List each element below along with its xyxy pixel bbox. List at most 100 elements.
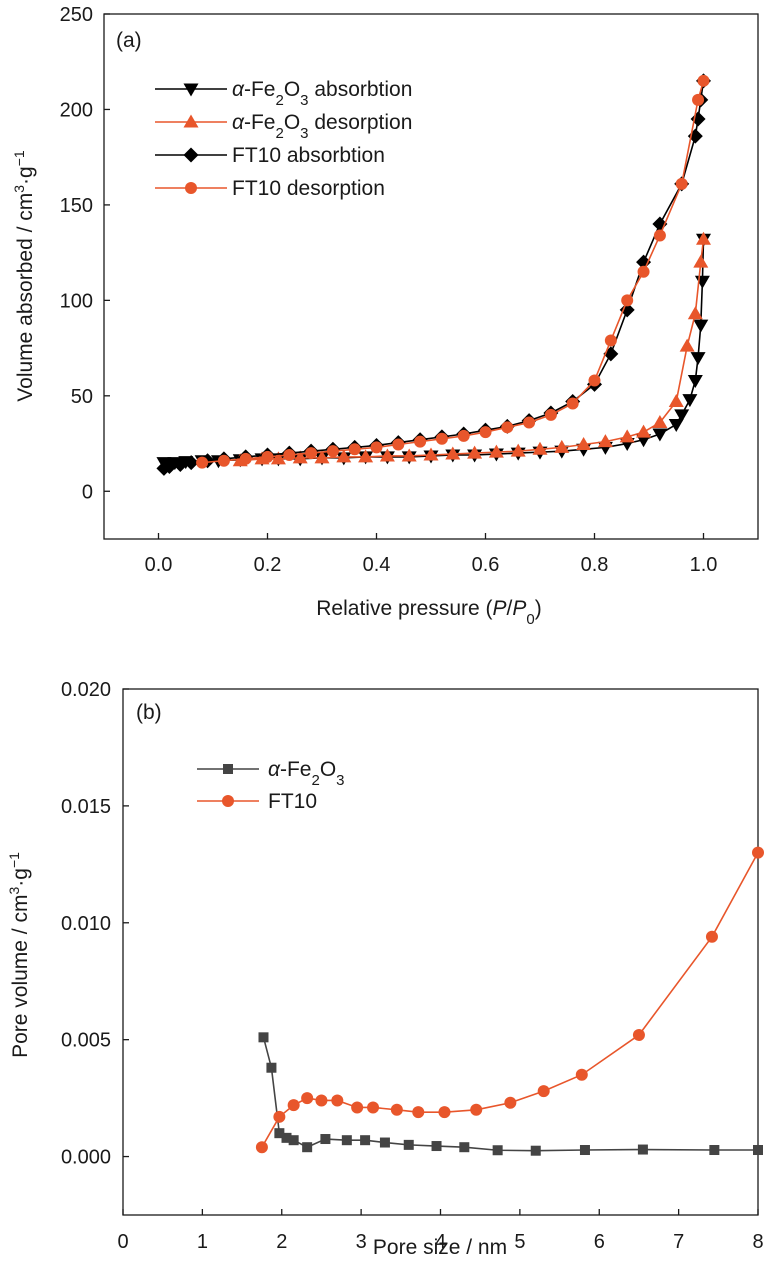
data-point	[488, 444, 504, 458]
data-point	[530, 1145, 541, 1156]
x-tick-label: 3	[356, 1231, 367, 1253]
data-point	[196, 456, 209, 469]
y-tick-label: 250	[60, 4, 93, 26]
plot-frame	[103, 13, 759, 540]
data-point	[414, 435, 427, 448]
data-point	[401, 448, 417, 462]
data-point	[537, 1085, 550, 1098]
data-point	[501, 421, 514, 434]
panel-label: (a)	[116, 29, 142, 52]
chart-panel-b: 0 1 2 3 4 5 6 7 8 0.000 0.005 0.010 0.015 0.020 Pore s…	[6, 679, 764, 1259]
data-point	[637, 265, 650, 278]
y-tick-label: 0.000	[61, 1147, 111, 1169]
data-point	[270, 451, 286, 465]
data-point	[392, 438, 405, 451]
data-point	[668, 418, 684, 432]
data-point	[674, 409, 690, 423]
series-0	[258, 1032, 763, 1156]
x-tick-label: 6	[594, 1231, 605, 1253]
data-point	[239, 452, 252, 465]
data-point	[652, 415, 668, 429]
data-point	[183, 455, 199, 471]
data-point	[621, 294, 634, 307]
data-point	[554, 439, 570, 453]
data-point	[576, 437, 592, 450]
x-tick-label: 8	[752, 1231, 763, 1253]
data-point	[301, 1092, 314, 1105]
x-tick-label: 5	[514, 1231, 525, 1253]
data-point	[435, 432, 448, 445]
data-point	[302, 1142, 313, 1153]
data-point	[693, 319, 709, 333]
data-point	[292, 450, 308, 464]
x-tick-label: 4	[435, 1231, 446, 1253]
y-tick-label: 0.010	[61, 913, 111, 935]
data-point	[423, 447, 439, 461]
x-tick-label: 7	[673, 1231, 684, 1253]
data-point	[652, 428, 668, 442]
data-point	[492, 1145, 503, 1156]
data-point	[637, 1144, 648, 1155]
data-point	[273, 1110, 286, 1123]
y-tick-label: 0.020	[61, 679, 111, 701]
legend-entry: FT10	[268, 790, 317, 813]
data-point	[288, 1135, 299, 1146]
data-point	[281, 1132, 292, 1143]
data-point	[360, 1135, 371, 1146]
data-point	[697, 74, 710, 87]
data-point	[283, 449, 296, 461]
data-point	[504, 1096, 517, 1109]
data-point	[367, 1101, 380, 1114]
data-point	[320, 1134, 331, 1145]
data-point	[370, 441, 383, 454]
data-point	[604, 334, 617, 347]
panel-label: (b)	[136, 701, 162, 724]
legend-marker	[223, 764, 233, 774]
data-point	[390, 1103, 403, 1116]
data-point	[287, 1099, 300, 1112]
data-point	[632, 1028, 645, 1041]
data-point	[274, 1128, 285, 1139]
x-tick-label: 0	[117, 1231, 128, 1253]
x-tick-label: 0.0	[145, 554, 173, 576]
data-point	[331, 1094, 344, 1107]
y-tick-label: 100	[60, 290, 93, 312]
y-axis-title: Pore volume / cm3·g−1	[6, 852, 32, 1058]
data-point	[575, 1068, 588, 1081]
x-axis-title: Relative pressure (P/P0)	[316, 597, 541, 628]
series-line	[163, 80, 705, 470]
data-point	[752, 846, 764, 859]
y-tick-label: 0.005	[61, 1030, 111, 1052]
data-point	[438, 1106, 451, 1119]
legend-entry: α-Fe2O3 absorbtion	[232, 78, 412, 109]
data-point	[668, 394, 684, 408]
y-tick-label: 50	[71, 386, 93, 408]
data-point	[470, 1103, 483, 1116]
data-point	[341, 1135, 352, 1146]
data-point	[161, 458, 177, 474]
data-point	[544, 408, 557, 421]
data-point	[379, 1137, 390, 1148]
data-point	[258, 1032, 269, 1043]
data-point	[653, 229, 666, 242]
plot-frame	[122, 688, 759, 1216]
data-point	[326, 445, 339, 458]
data-point	[694, 275, 710, 289]
data-point	[255, 1141, 268, 1154]
y-tick-label: 150	[60, 195, 93, 217]
x-tick-label: 0.4	[363, 554, 391, 576]
legend-entry: FT10 desorption	[232, 177, 385, 200]
data-point	[403, 1139, 414, 1150]
y-tick-label: 0.015	[61, 796, 111, 818]
x-tick-label: 1.0	[690, 554, 718, 576]
x-tick-label: 1	[197, 1231, 208, 1253]
data-point	[379, 448, 395, 462]
data-point	[315, 1094, 328, 1107]
data-point	[636, 424, 652, 438]
data-point	[532, 441, 548, 455]
data-point	[588, 374, 601, 387]
x-tick-label: 2	[276, 1231, 287, 1253]
